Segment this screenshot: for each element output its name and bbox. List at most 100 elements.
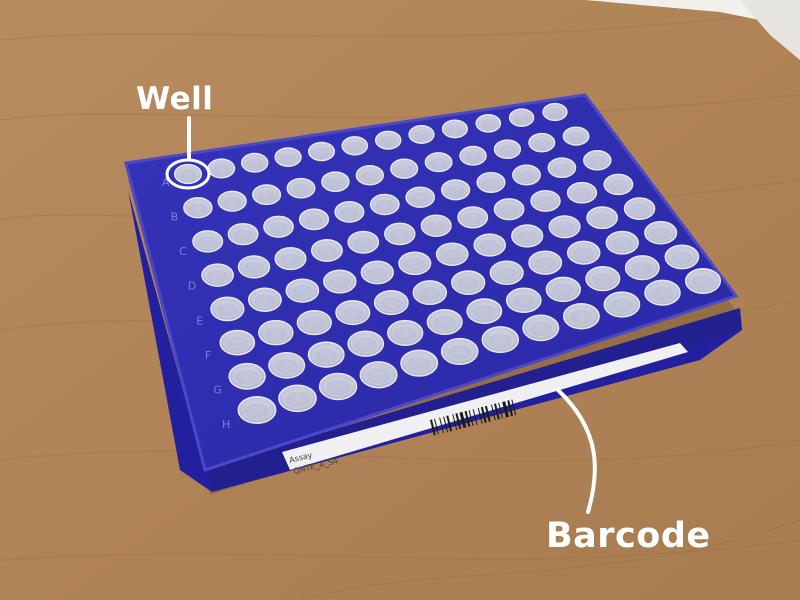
plate-rim [124,93,739,472]
well-bottom [275,359,299,374]
row-letter: E [196,314,203,327]
well-bottom [279,152,297,164]
paper-sheet-edge [740,0,800,60]
well-bottom [473,305,496,320]
well-bottom [650,227,671,241]
barcode-bar [480,406,487,423]
well-bottom [691,274,715,290]
well-bottom [326,379,350,396]
row-letter: A [162,176,170,189]
row-letter: D [188,280,196,293]
well-bottom [447,124,463,135]
well-bottom [285,391,310,407]
well-bottom [482,177,500,190]
well-bottom [207,269,228,283]
row-letter: G [213,383,222,396]
row-letter: C [179,245,187,258]
well-bottom [572,187,592,200]
well-bottom [390,228,410,242]
well-bottom [179,169,197,181]
well-bottom [529,321,553,337]
row-letter: B [171,211,179,224]
barcode-bar [452,414,458,430]
well-bottom [326,177,345,189]
barcode-annotation-label: Barcode [546,516,711,556]
well-bottom [611,237,633,251]
well-bottom [517,170,536,182]
well-bottom [341,306,364,321]
barcode-callout-line [556,388,597,514]
well-bottom [292,183,310,195]
well-bottom [395,164,413,176]
well-bottom [534,257,556,271]
well-bottom [426,220,446,233]
well-bottom [380,296,403,311]
row-letters: A B C D E F G H [162,176,230,431]
barcode-bar [507,400,514,417]
well-bottom [226,336,249,351]
well-bottom [254,294,276,308]
barcode-bar [439,417,444,434]
well-bottom [512,294,535,309]
well-bottom [380,136,397,147]
well-bottom [499,144,516,156]
well-bottom [354,337,378,352]
well-bottom [442,248,463,262]
well-bottom [513,113,530,124]
well-bottom [479,239,500,253]
well-bottom [223,196,242,208]
barcode-bar [434,418,439,435]
well-bottom [567,131,585,143]
well-bottom [280,253,301,266]
well-bottom [411,192,430,204]
well-bottom [269,221,288,234]
well-bottom [264,326,287,341]
well-bottom [314,348,338,363]
well-bottom [651,286,674,301]
well-bottom [457,276,479,291]
well-bottom [235,369,259,385]
barcode-bar [443,416,449,433]
well-bottom [480,119,497,130]
well-bottom [246,158,264,170]
barcode [430,399,517,436]
well-bottom [317,245,337,258]
barcode-bar [498,402,503,419]
well-bottom [257,190,276,202]
well-bottom [367,266,388,280]
well-bottom [569,309,593,325]
barcode-bar [455,413,462,430]
well-bottom [573,247,595,261]
well-bottom [346,141,363,152]
well-bottom [353,237,374,250]
barcode-bar [490,404,496,421]
well-bottom [198,236,218,249]
barcode-bar [494,403,500,420]
well-bottom [554,221,575,235]
barcode-bar [502,401,509,418]
barcode-bar [511,399,517,416]
well-bottom [446,185,465,197]
well-bottom [413,130,430,141]
well-bottom [340,207,359,219]
well-bottom [407,356,432,372]
well-bottom [375,199,394,212]
well-bottom [671,251,693,265]
well-bottom [610,298,634,313]
well-bottom [404,257,425,271]
barcode-bar [464,410,471,427]
row-letter: F [205,349,211,362]
well-bottom [488,333,512,348]
well-bottom [553,163,571,175]
well-bottom [609,179,628,192]
well-bottom [536,195,555,208]
well-bottom [329,275,351,290]
well-bottom [517,230,538,244]
well-bottom [366,368,391,384]
well-bottom [430,157,448,169]
barcode-bar [472,409,478,425]
well-bottom [499,204,519,217]
well-bottom [588,155,606,167]
well-bottom [433,315,456,331]
